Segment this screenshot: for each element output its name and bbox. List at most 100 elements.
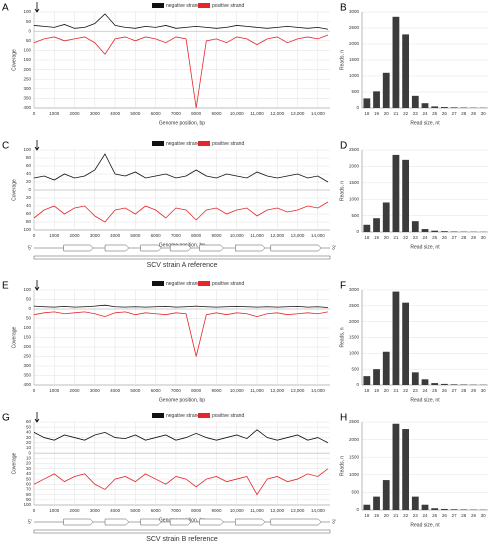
x-tick-label: 18 [364,235,370,240]
x-tick-label: 7000 [171,233,182,238]
x-tick-label: 28 [461,111,467,116]
y-tick-label: 60 [26,481,32,486]
y-tick-label: 80 [26,219,32,224]
y-tick-label: 100 [23,9,31,14]
x-tick-label: 21 [393,111,399,116]
x-tick-label: 13,000 [291,388,305,393]
y-tick-label: 50 [26,424,32,429]
x-tick-label: 0 [33,508,36,513]
y-tick-label: 250 [23,76,31,81]
panel-label: H [340,413,347,424]
bar [440,231,448,232]
bar [373,496,380,510]
x-tick-label: 25 [432,513,438,518]
y-tick-label: 100 [23,502,31,507]
x-tick-label: 12,000 [270,508,284,513]
y-tick-label: 80 [26,492,32,497]
legend-label: negative strand [166,141,200,147]
x-tick-label: 14,000 [311,508,325,513]
x-tick-label: 1000 [49,233,60,238]
x-tick-label: 20 [384,235,390,240]
y-tick-label: 300 [23,86,31,91]
x-tick-label: 14,000 [311,388,325,393]
gene [235,518,266,526]
x-tick-label: 3000 [90,388,101,393]
y-tick-label: 500 [351,366,359,371]
x-tick-label: 4000 [110,233,121,238]
y-tick-label: 100 [23,48,31,53]
x-axis-label: Read size, nt [410,244,440,250]
y-tick-label: 50 [26,297,32,302]
y-axis-label: Coverage [11,49,17,71]
y-tick-label: 500 [351,213,359,218]
y-tick-label: 2000 [349,319,360,324]
panel-label: B [340,3,347,14]
legend-label: positive strand [212,3,244,9]
y-axis-label: Reads, n [339,456,345,476]
x-tick-label: 10,000 [230,388,244,393]
y-tick-label: 2000 [349,41,360,46]
legend-swatch [152,413,164,418]
y-tick-label: 50 [26,38,32,43]
bar [421,229,429,232]
coverage-line [33,153,329,183]
gene [140,244,162,252]
x-tick-label: 27 [452,513,458,518]
y-axis-label: Coverage [11,452,17,474]
x-tick-label: 30 [481,388,487,393]
x-tick-label: 5000 [130,388,141,393]
x-tick-label: 5000 [130,233,141,238]
bar [373,218,380,232]
x-tick-label: 21 [393,235,399,240]
y-tick-label: 2500 [349,419,360,424]
x-tick-label: 6000 [151,388,162,393]
y-tick-label: 60 [26,419,32,424]
bar [382,351,390,385]
bar [440,508,448,510]
reference-label: SCV strain B reference [146,536,218,543]
x-axis-label: Genome position, bp [159,120,205,126]
start-arrow [34,140,40,151]
y-tick-label: 3000 [349,9,360,14]
bar [402,302,410,385]
gene [169,244,192,252]
y-tick-label: 0 [28,28,31,33]
y-tick-label: 100 [23,325,31,330]
y-tick-label: 20 [26,179,32,184]
gene [235,244,266,252]
x-tick-label: 11,000 [250,233,264,238]
y-tick-label: 80 [26,155,32,160]
y-axis-label: Coverage [11,179,17,201]
x-tick-label: 10,000 [230,508,244,513]
x-tick-label: 26 [442,388,448,393]
bar [392,16,400,108]
x-tick-label: 25 [432,388,438,393]
x-tick-label: 12,000 [270,388,284,393]
start-arrow [34,280,40,291]
x-tick-label: 23 [413,388,419,393]
bar [363,504,371,510]
x-tick-label: 30 [481,235,487,240]
x-tick-label: 19 [374,388,380,393]
gene [270,518,322,526]
y-tick-label: 350 [23,96,31,101]
x-tick-label: 13,000 [291,111,305,116]
y-tick-label: 60 [26,211,32,216]
coverage-line [33,13,329,30]
x-tick-label: 4000 [110,111,121,116]
y-tick-label: 90 [26,497,32,502]
x-tick-label: 21 [393,388,399,393]
y-tick-label: 1500 [349,180,360,185]
y-tick-label: 10 [26,456,32,461]
x-tick-label: 26 [442,513,448,518]
y-tick-label: 1500 [349,454,360,459]
x-tick-label: 26 [442,235,448,240]
y-tick-label: 400 [23,382,31,387]
bar [363,376,371,385]
gene [104,518,130,526]
y-tick-label: 2000 [349,164,360,169]
x-tick-label: 22 [403,111,409,116]
bar [363,224,371,232]
gene [199,518,224,526]
